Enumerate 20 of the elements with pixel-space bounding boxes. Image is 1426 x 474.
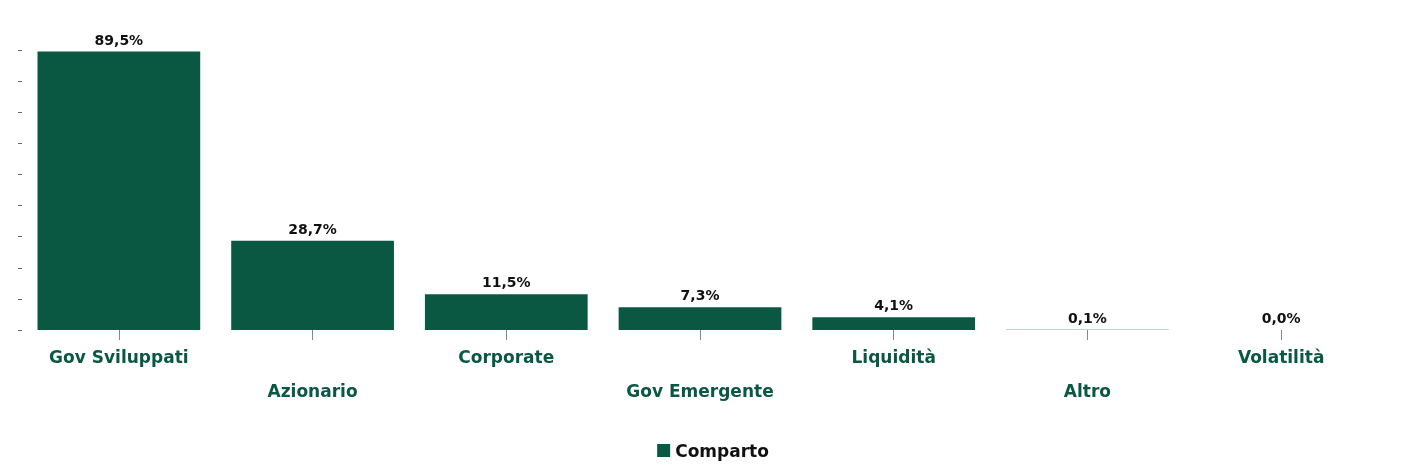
data-label: 7,3%	[680, 287, 720, 304]
data-label: 28,7%	[288, 220, 337, 237]
x-tick-label: Volatilità	[1237, 346, 1325, 367]
data-label: 89,5%	[94, 31, 144, 48]
data-label: 0,0%	[1261, 310, 1301, 326]
x-tick-label: Gov Emergente	[626, 380, 774, 401]
x-tick-label: Corporate	[458, 346, 555, 367]
x-tick-label: Gov Sviluppati	[49, 346, 189, 367]
legend-label: Comparto	[675, 440, 769, 461]
bar	[424, 294, 588, 330]
bar	[618, 307, 782, 330]
bar	[37, 51, 201, 330]
data-label: 11,5%	[482, 274, 531, 291]
data-label: 0,1%	[1068, 309, 1107, 326]
x-tick-label: Liquidità	[851, 346, 936, 367]
bar	[231, 240, 394, 330]
x-tick-label: Azionario	[267, 380, 358, 401]
x-tick-label: Altro	[1063, 380, 1112, 401]
data-label: 4,1%	[874, 297, 914, 314]
bar	[812, 317, 976, 330]
